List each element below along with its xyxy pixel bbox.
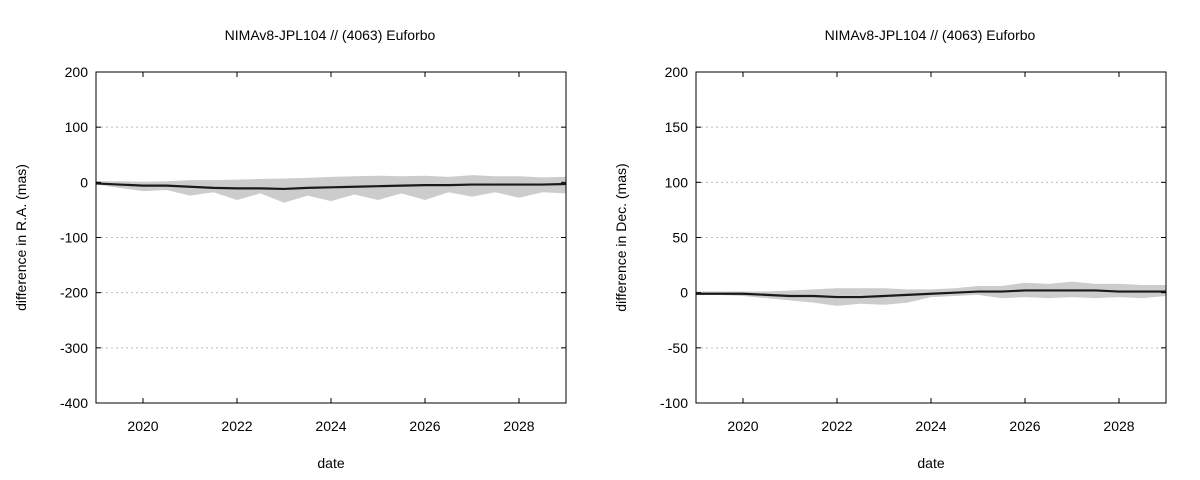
ra-difference-line (95, 182, 567, 191)
ra-y-tick-label: -400 (60, 395, 88, 411)
ra-y-tick-label: -100 (60, 230, 88, 246)
ra-y-tick-label: -200 (60, 285, 88, 301)
dec-y-axis-label: difference in Dec. (mas) (613, 163, 629, 311)
dec-x-axis-label: date (917, 455, 944, 471)
ra-x-tick-label: 2024 (315, 418, 346, 434)
ra-x-axis-label: date (317, 455, 344, 471)
dec-y-tick-label: -100 (660, 395, 688, 411)
ra-uncertainty-band (96, 175, 566, 203)
dec-difference-line (696, 289, 1166, 299)
dec-x-tick-label: 2026 (1009, 418, 1040, 434)
dec-y-tick-label: 50 (672, 230, 688, 246)
dec-y-tick-label: 0 (680, 285, 688, 301)
dec-chart-title: NIMAv8-JPL104 // (4063) Euforbo (825, 27, 1036, 43)
dec-x-tick-label: 2020 (727, 418, 758, 434)
ra-difference-chart: NIMAv8-JPL104 // (4063) Euforbo -400 -300 -… (13, 27, 567, 471)
ra-y-tick-label: 200 (65, 64, 89, 80)
dec-x-tick-label: 2028 (1103, 418, 1134, 434)
ra-y-tick-label: 100 (65, 119, 89, 135)
dec-y-tick-label: 150 (665, 119, 689, 135)
dec-x-tick-label: 2022 (821, 418, 852, 434)
ra-y-axis-label: difference in R.A. (mas) (13, 164, 29, 311)
dec-y-tick-label: 100 (665, 174, 689, 190)
ra-y-tick-label: 0 (80, 174, 88, 190)
dec-y-tick-label: 200 (665, 64, 689, 80)
ra-x-tick-label: 2020 (127, 418, 158, 434)
ra-y-tick-label: -300 (60, 340, 88, 356)
dec-difference-chart: NIMAv8-JPL104 // (4063) Euforbo -100 -50 0 5… (613, 27, 1167, 471)
dec-x-tick-label: 2024 (915, 418, 946, 434)
ra-chart-title: NIMAv8-JPL104 // (4063) Euforbo (225, 27, 436, 43)
ra-x-tick-label: 2022 (221, 418, 252, 434)
ra-x-tick-label: 2028 (503, 418, 534, 434)
dec-y-tick-label: -50 (668, 340, 688, 356)
ra-x-tick-label: 2026 (409, 418, 440, 434)
